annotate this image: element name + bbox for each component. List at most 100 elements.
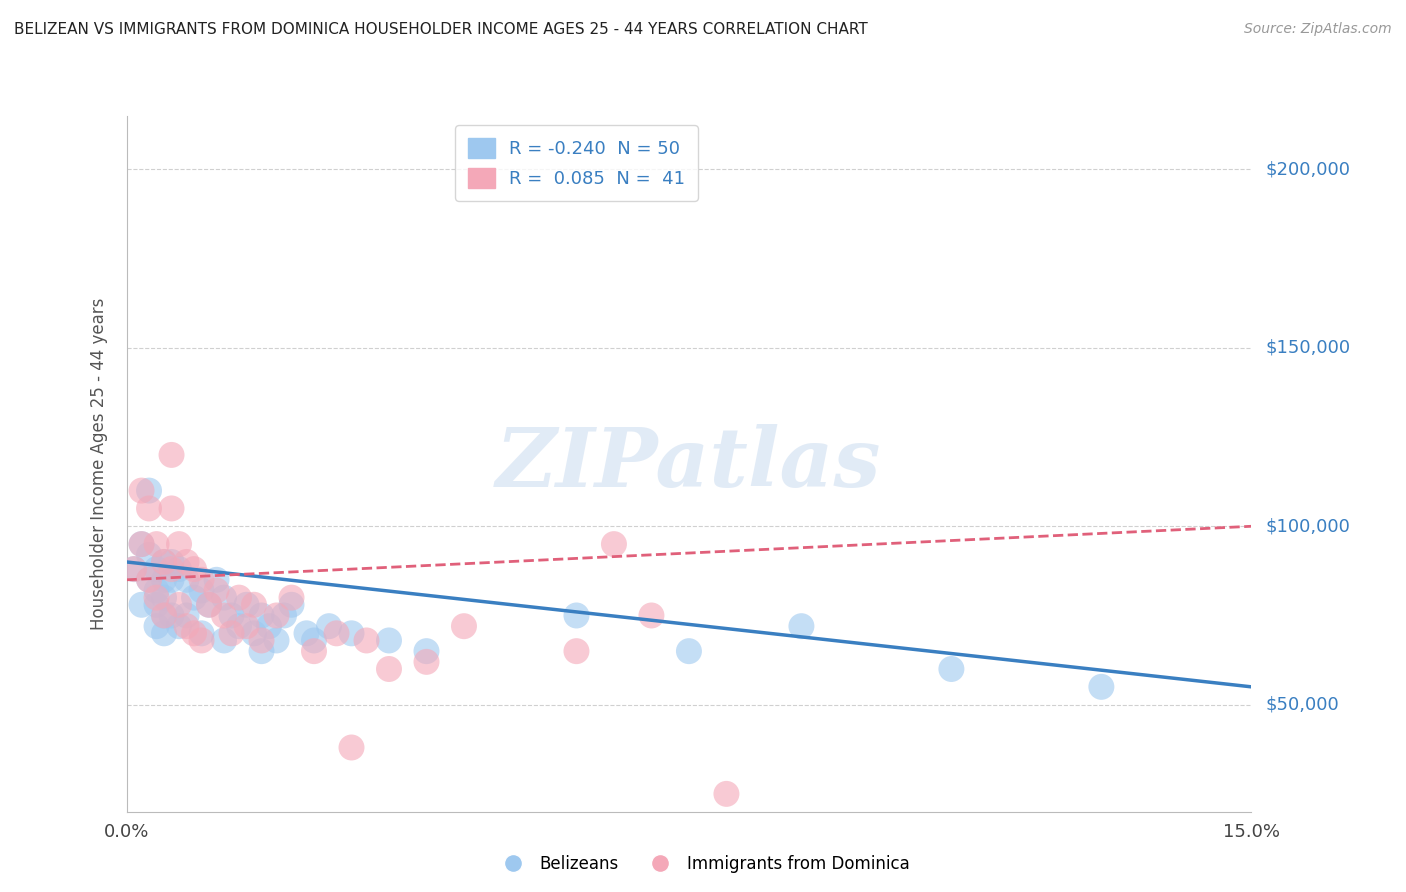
Point — [716, 787, 738, 801]
Point — [565, 608, 588, 623]
Point — [145, 591, 167, 605]
Point — [160, 448, 183, 462]
Point — [160, 555, 183, 569]
Point — [790, 619, 813, 633]
Point — [295, 626, 318, 640]
Point — [212, 591, 235, 605]
Point — [122, 562, 145, 576]
Point — [941, 662, 963, 676]
Point — [565, 644, 588, 658]
Point — [340, 626, 363, 640]
Point — [678, 644, 700, 658]
Point — [153, 608, 176, 623]
Point — [603, 537, 626, 551]
Text: $50,000: $50,000 — [1265, 696, 1339, 714]
Point — [221, 608, 243, 623]
Point — [176, 619, 198, 633]
Point — [356, 633, 378, 648]
Point — [160, 608, 183, 623]
Point — [280, 598, 302, 612]
Point — [1090, 680, 1112, 694]
Text: ZIPatlas: ZIPatlas — [496, 424, 882, 504]
Point — [153, 608, 176, 623]
Point — [145, 598, 167, 612]
Point — [167, 598, 190, 612]
Point — [302, 633, 325, 648]
Point — [190, 573, 212, 587]
Text: $150,000: $150,000 — [1265, 339, 1350, 357]
Point — [243, 626, 266, 640]
Point — [212, 608, 235, 623]
Point — [453, 619, 475, 633]
Point — [228, 591, 250, 605]
Point — [640, 608, 662, 623]
Text: BELIZEAN VS IMMIGRANTS FROM DOMINICA HOUSEHOLDER INCOME AGES 25 - 44 YEARS CORRE: BELIZEAN VS IMMIGRANTS FROM DOMINICA HOU… — [14, 22, 868, 37]
Point — [250, 633, 273, 648]
Point — [302, 644, 325, 658]
Point — [198, 598, 221, 612]
Point — [340, 740, 363, 755]
Point — [160, 501, 183, 516]
Point — [131, 537, 153, 551]
Point — [183, 626, 205, 640]
Point — [145, 562, 167, 576]
Point — [138, 573, 160, 587]
Point — [176, 555, 198, 569]
Point — [228, 619, 250, 633]
Point — [138, 483, 160, 498]
Point — [131, 483, 153, 498]
Point — [190, 626, 212, 640]
Point — [198, 598, 221, 612]
Point — [160, 562, 183, 576]
Point — [273, 608, 295, 623]
Point — [176, 608, 198, 623]
Point — [235, 619, 257, 633]
Point — [250, 608, 273, 623]
Point — [138, 573, 160, 587]
Point — [205, 583, 228, 598]
Point — [145, 619, 167, 633]
Point — [122, 562, 145, 576]
Legend: R = -0.240  N = 50, R =  0.085  N =  41: R = -0.240 N = 50, R = 0.085 N = 41 — [456, 125, 697, 201]
Point — [190, 633, 212, 648]
Point — [131, 598, 153, 612]
Point — [257, 619, 280, 633]
Legend: Belizeans, Immigrants from Dominica: Belizeans, Immigrants from Dominica — [489, 848, 917, 880]
Y-axis label: Householder Income Ages 25 - 44 years: Householder Income Ages 25 - 44 years — [90, 298, 108, 630]
Point — [138, 548, 160, 562]
Point — [250, 644, 273, 658]
Point — [415, 644, 437, 658]
Point — [167, 619, 190, 633]
Point — [153, 626, 176, 640]
Point — [205, 573, 228, 587]
Point — [160, 573, 183, 587]
Point — [153, 591, 176, 605]
Point — [131, 537, 153, 551]
Point — [183, 591, 205, 605]
Point — [183, 562, 205, 576]
Point — [415, 655, 437, 669]
Text: $100,000: $100,000 — [1265, 517, 1350, 535]
Point — [266, 633, 288, 648]
Text: $200,000: $200,000 — [1265, 161, 1350, 178]
Point — [153, 573, 176, 587]
Point — [243, 598, 266, 612]
Point — [167, 562, 190, 576]
Point — [318, 619, 340, 633]
Point — [212, 633, 235, 648]
Text: Source: ZipAtlas.com: Source: ZipAtlas.com — [1244, 22, 1392, 37]
Point — [167, 537, 190, 551]
Point — [153, 555, 176, 569]
Point — [266, 608, 288, 623]
Point — [221, 626, 243, 640]
Point — [190, 583, 212, 598]
Point — [145, 537, 167, 551]
Point — [378, 662, 401, 676]
Point — [145, 583, 167, 598]
Point — [325, 626, 347, 640]
Point — [138, 501, 160, 516]
Point — [235, 598, 257, 612]
Point — [153, 555, 176, 569]
Point — [280, 591, 302, 605]
Point — [176, 573, 198, 587]
